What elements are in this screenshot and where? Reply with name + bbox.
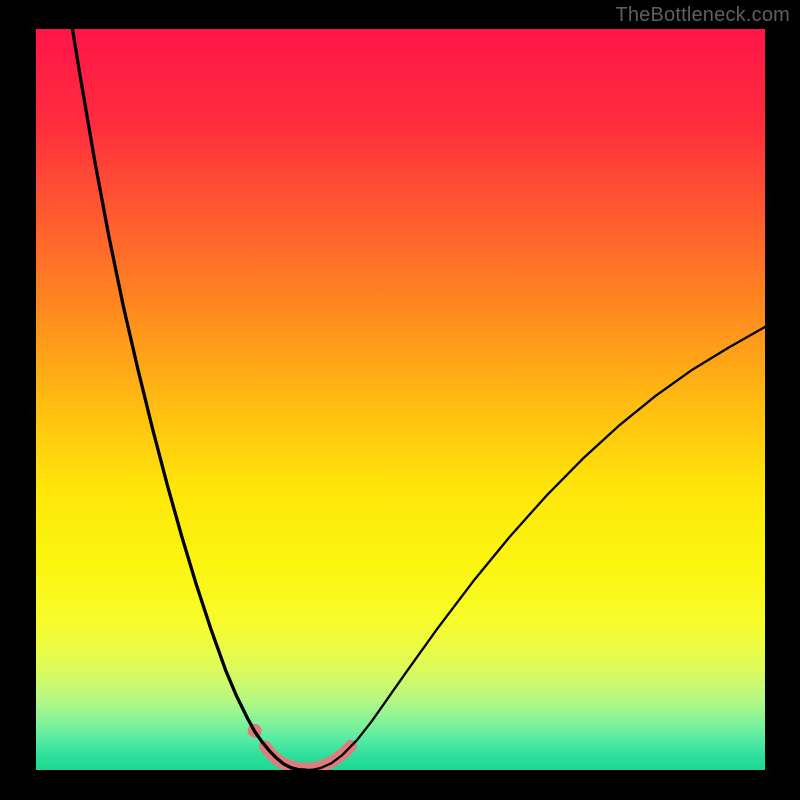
bottleneck-chart-svg (0, 0, 800, 800)
chart-container: TheBottleneck.com (0, 0, 800, 800)
watermark-text: TheBottleneck.com (615, 4, 790, 27)
